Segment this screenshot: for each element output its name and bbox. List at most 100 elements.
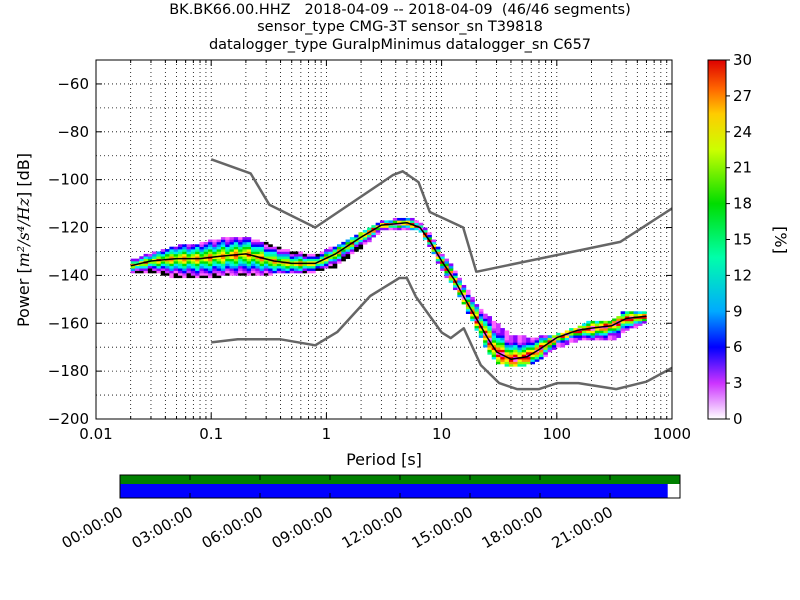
psd-cell (233, 263, 239, 267)
psd-cell (564, 330, 570, 334)
psd-cell (216, 251, 222, 255)
psd-cell (177, 263, 183, 267)
psd-cell (242, 268, 248, 271)
psd-cell (457, 284, 462, 288)
psd-cell (272, 261, 278, 264)
psd-cell (599, 335, 604, 338)
psd-cell (599, 332, 604, 336)
psd-cell (349, 244, 355, 247)
psd-cell (203, 253, 209, 257)
psd-cell (233, 239, 239, 243)
psd-cell (496, 332, 501, 336)
psd-cell (474, 304, 480, 307)
psd-cell (233, 258, 239, 262)
psd-cell (487, 344, 493, 348)
psd-cell (397, 217, 402, 221)
psd-cell (302, 263, 308, 267)
psd-cell (521, 354, 527, 358)
psd-cell (448, 277, 454, 281)
psd-cell (349, 239, 355, 243)
psd-cell (294, 265, 299, 269)
psd-cell (199, 246, 205, 250)
psd-cell (534, 347, 540, 350)
psd-cell (160, 256, 166, 259)
psd-cell (263, 246, 269, 250)
psd-cell (220, 256, 226, 259)
psd-cell (642, 316, 647, 319)
psd-cell (302, 265, 308, 269)
psd-cell (474, 325, 480, 329)
psd-cell (147, 270, 153, 274)
psd-cell (203, 265, 209, 269)
psd-cell (538, 349, 544, 353)
psd-cell (500, 342, 505, 346)
psd-cell (199, 270, 205, 274)
psd-cell (216, 273, 222, 276)
psd-cell (504, 337, 510, 341)
psd-cell (379, 225, 385, 228)
psd-cell (581, 330, 587, 334)
psd-cell (487, 320, 493, 324)
psd-cell (349, 246, 355, 250)
psd-cell (478, 335, 484, 338)
psd-cell (255, 249, 260, 252)
psd-cell (586, 320, 591, 324)
psd-cell (633, 323, 639, 326)
coverage-tick-label: 09:00:00 (269, 503, 336, 552)
psd-cell (465, 289, 471, 293)
psd-cell (496, 356, 501, 360)
psd-cell (203, 275, 209, 279)
psd-cell (251, 268, 256, 271)
psd-cell (195, 265, 200, 269)
psd-cell (311, 256, 316, 259)
psd-cell (208, 273, 213, 276)
psd-cell (577, 337, 583, 341)
psd-cell (242, 261, 248, 264)
psd-cell (453, 287, 458, 291)
psd-cell (517, 347, 523, 350)
psd-cell (590, 323, 596, 326)
psd-cell (233, 244, 239, 247)
psd-cell (152, 263, 157, 267)
psd-cell (216, 256, 222, 259)
psd-cell (491, 342, 497, 346)
psd-cell (199, 258, 205, 262)
psd-cell (483, 328, 488, 331)
psd-cell (259, 263, 265, 267)
psd-cell (233, 261, 239, 264)
y-tick-label: −160 (48, 314, 89, 332)
psd-cell (513, 361, 518, 365)
psd-cell (440, 253, 445, 257)
y-tick-label: −200 (48, 410, 89, 428)
psd-cell (336, 258, 342, 262)
psd-cell (259, 244, 265, 247)
psd-cell (195, 275, 200, 279)
psd-cell (496, 330, 501, 334)
y-axis-label: Power [m²/s⁴/Hz] [dB] (14, 153, 33, 327)
psd-cell (134, 258, 140, 262)
psd-cell (384, 225, 389, 228)
psd-cell (199, 263, 205, 267)
psd-cell (543, 349, 548, 353)
psd-cell (160, 270, 166, 274)
psd-cell (173, 261, 179, 264)
psd-cell (212, 273, 217, 276)
psd-cell (470, 301, 475, 305)
psd-cell (268, 244, 273, 247)
psd-cell (336, 246, 342, 250)
psd-cell (242, 265, 248, 269)
psd-cell (603, 330, 609, 334)
psd-cell (199, 249, 205, 252)
psd-cell (173, 253, 179, 257)
psd-cell (341, 251, 346, 255)
psd-cell (276, 253, 282, 257)
psd-cell (465, 292, 471, 295)
colorbar-tick-label: 0 (733, 410, 743, 428)
psd-cell (560, 335, 566, 338)
psd-cell (259, 246, 265, 250)
psd-cell (177, 270, 183, 274)
psd-cell (496, 349, 501, 353)
psd-cell (551, 342, 557, 346)
psd-cell (358, 239, 364, 243)
psd-cell (379, 222, 385, 226)
